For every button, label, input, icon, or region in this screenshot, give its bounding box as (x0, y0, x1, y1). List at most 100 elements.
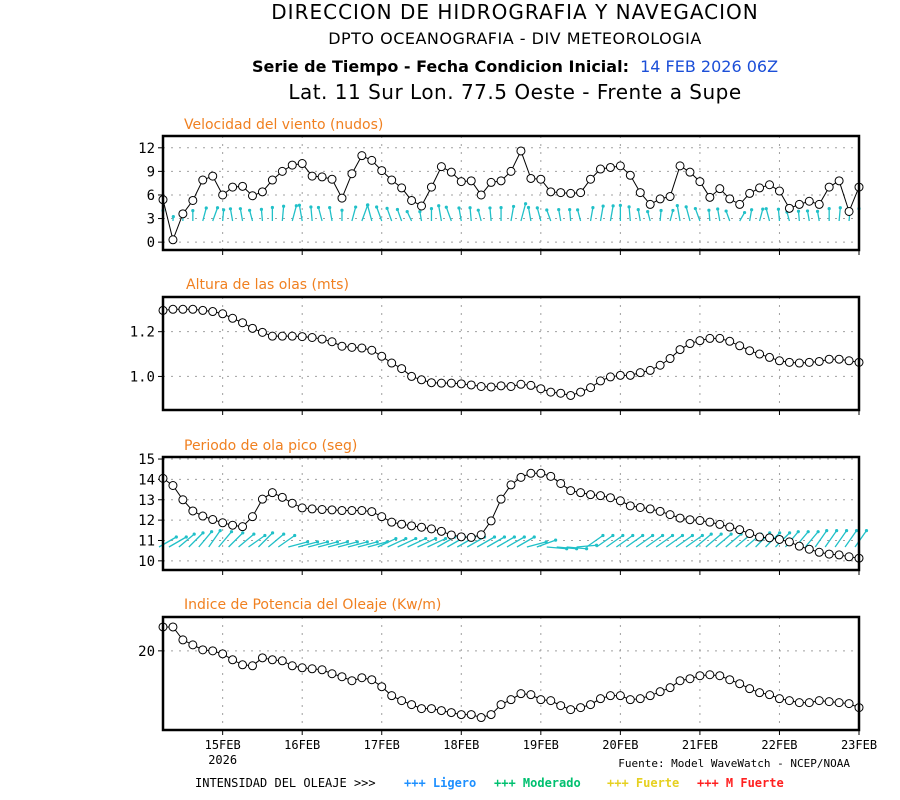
data-point (387, 691, 397, 701)
arrow-head (171, 215, 175, 219)
direction-arrow (816, 211, 820, 222)
y-tick-label: 9 (147, 164, 155, 180)
data-point (735, 679, 745, 689)
arrow-head (641, 533, 645, 538)
x-tick-label: 22FEB (761, 738, 797, 752)
data-point (247, 323, 257, 333)
data-point (784, 537, 794, 547)
data-point (238, 181, 248, 191)
data-point (526, 380, 536, 390)
arrow-head (680, 533, 685, 538)
arrow-head (787, 531, 792, 535)
direction-arrow (645, 534, 663, 548)
arrow-head (405, 210, 409, 214)
data-point (824, 697, 834, 707)
arrow-head (210, 530, 214, 534)
arrow-head (659, 208, 663, 213)
agency-title: DIRECCION DE HIDROGRAFIA Y NAVEGACION (271, 0, 759, 24)
direction-arrow (476, 536, 495, 548)
data-point (307, 664, 317, 674)
data-point (645, 504, 655, 514)
direction-arrow (777, 209, 781, 222)
data-point (516, 472, 526, 482)
direction-arrow (844, 530, 858, 548)
direction-arrow (569, 209, 572, 222)
y-tick-label: 15 (138, 452, 155, 468)
direction-arrow (208, 530, 221, 548)
data-point (824, 182, 834, 192)
arrow-head (191, 209, 195, 213)
data-point (247, 661, 257, 671)
arrow-head (709, 532, 713, 536)
data-point (317, 172, 327, 182)
direction-arrow (625, 534, 644, 548)
direction-arrow (337, 541, 358, 548)
data-point (576, 488, 586, 498)
data-point (595, 491, 605, 501)
panel-frame (161, 295, 861, 412)
chart-panel-3: Periodo de ola pico (seg) 10 11 12 13 14 15 (138, 438, 869, 575)
data-point (536, 174, 546, 184)
arrow-head (241, 531, 245, 535)
arrow-head (499, 206, 503, 210)
direction-arrow (676, 205, 681, 222)
data-point (387, 175, 397, 185)
chart-panel-2: Altura de las olas (mts) 1.0 1.2 (130, 277, 864, 415)
direction-arrow (685, 534, 703, 548)
arrow-head (764, 207, 768, 211)
direction-arrow (694, 208, 701, 222)
data-point (605, 691, 615, 701)
data-point (496, 381, 506, 391)
arrow-head (238, 207, 242, 211)
data-point (605, 372, 615, 382)
y-tick-label: 0 (147, 235, 155, 251)
data-point (635, 188, 645, 198)
direction-arrow (606, 534, 624, 548)
data-point (327, 669, 337, 679)
data-point (755, 688, 765, 698)
direction-arrow (506, 536, 525, 548)
data-point (765, 180, 775, 190)
arrow-head (204, 206, 208, 210)
data-point (655, 687, 665, 697)
data-point (546, 471, 556, 481)
arrow-head (502, 535, 507, 539)
arrow-head (690, 533, 695, 538)
data-point (516, 379, 526, 389)
forecast-init-line: Serie de Tiempo - Fecha Condicion Inicia… (0, 57, 900, 76)
data-point (784, 696, 794, 706)
data-point (327, 505, 337, 515)
data-point (238, 660, 248, 670)
data-point (456, 710, 466, 720)
arrow-head (545, 208, 549, 212)
data-point (645, 199, 655, 209)
data-point (705, 333, 715, 343)
data-point (595, 164, 605, 174)
arrow-head (535, 206, 539, 210)
arrow-head (636, 208, 640, 212)
data-point (446, 708, 456, 718)
chart-panel-1: Velocidad del viento (nudos) 0 3 6 9 12 (138, 117, 864, 255)
direction-arrow (536, 539, 556, 548)
direction-arrow (510, 206, 515, 222)
data-point (675, 676, 685, 686)
data-point (466, 380, 476, 390)
data-point (755, 349, 765, 359)
data-point (615, 370, 625, 380)
arrow-head (270, 531, 275, 535)
direction-arrow (725, 533, 742, 548)
data-point (695, 336, 705, 346)
arrow-head (394, 536, 398, 541)
arrow-head (671, 208, 675, 213)
data-point (844, 206, 854, 216)
data-point (188, 304, 198, 314)
arrow-head (468, 206, 472, 210)
data-point (476, 530, 486, 540)
x-year-label: 2026 (208, 753, 237, 767)
x-tick-label: 20FEB (602, 738, 638, 752)
arrow-head (252, 532, 256, 536)
arrow-head (576, 208, 580, 212)
data-point (685, 167, 695, 177)
direction-arrow (628, 206, 631, 222)
direction-arrow (586, 534, 604, 548)
